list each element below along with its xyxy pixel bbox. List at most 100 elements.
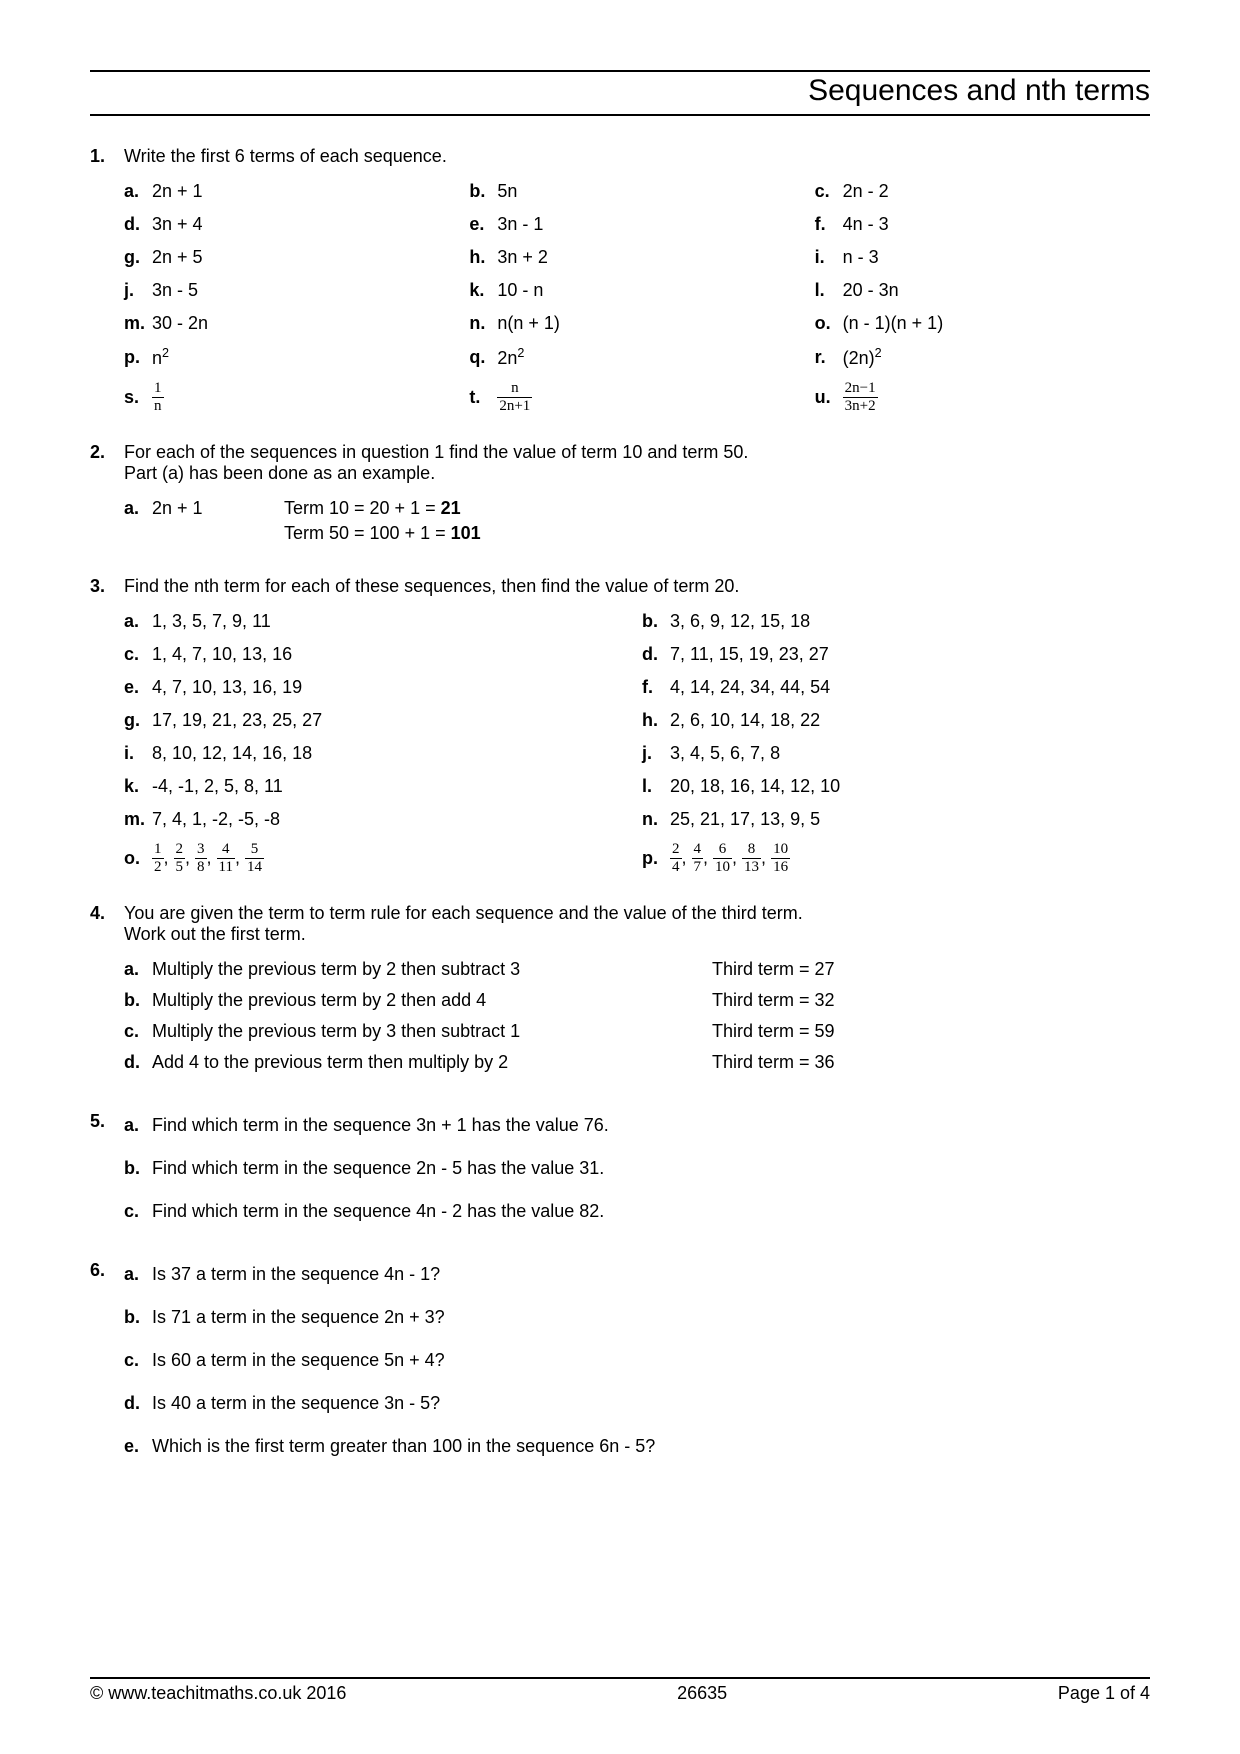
item-label: c. bbox=[124, 644, 152, 665]
item-expression: n - 3 bbox=[843, 247, 1150, 268]
list-item: c.Multiply the previous term by 3 then s… bbox=[124, 1021, 1150, 1042]
item-label: p. bbox=[642, 848, 670, 869]
item-expression: 2n−13n+2 bbox=[843, 381, 1150, 414]
item-label: h. bbox=[469, 247, 497, 268]
question-number: 4. bbox=[90, 903, 124, 1083]
question-prompt: Find the nth term for each of these sequ… bbox=[124, 576, 1150, 597]
item-label: h. bbox=[642, 710, 670, 731]
q2-example: a. 2n + 1 Term 10 = 20 + 1 = 21 Term 50 … bbox=[124, 498, 1150, 548]
question-6: 6. a.Is 37 a term in the sequence 4n - 1… bbox=[90, 1260, 1150, 1467]
list-item: e.4, 7, 10, 13, 16, 19 bbox=[124, 677, 632, 698]
item-expression: 12, 25, 38, 411, 514 bbox=[152, 842, 632, 875]
item-text: Find which term in the sequence 3n + 1 h… bbox=[152, 1115, 1150, 1136]
item-expression: 3, 6, 9, 12, 15, 18 bbox=[670, 611, 1150, 632]
question-number: 5. bbox=[90, 1111, 124, 1232]
item-expression: 30 - 2n bbox=[152, 313, 459, 334]
item-label: i. bbox=[815, 247, 843, 268]
item-expression: 1n bbox=[152, 381, 459, 414]
list-item: b.Is 71 a term in the sequence 2n + 3? bbox=[124, 1307, 1150, 1328]
list-item: o.(n - 1)(n + 1) bbox=[815, 313, 1150, 334]
item-expression: 3n - 5 bbox=[152, 280, 459, 301]
question-number: 6. bbox=[90, 1260, 124, 1467]
item-label: a. bbox=[124, 181, 152, 202]
item-label: f. bbox=[815, 214, 843, 235]
item-label: b. bbox=[124, 1158, 152, 1179]
item-expression: 1, 3, 5, 7, 9, 11 bbox=[152, 611, 632, 632]
item-expression: (n - 1)(n + 1) bbox=[843, 313, 1150, 334]
question-3: 3. Find the nth term for each of these s… bbox=[90, 576, 1150, 875]
example-line: Term 50 = 100 + 1 = 101 bbox=[284, 523, 481, 544]
item-label: e. bbox=[124, 1436, 152, 1457]
item-expression: n2 bbox=[152, 346, 459, 369]
item-label: l. bbox=[642, 776, 670, 797]
item-label: o. bbox=[815, 313, 843, 334]
list-item: n.n(n + 1) bbox=[469, 313, 804, 334]
item-label: e. bbox=[469, 214, 497, 235]
item-label: d. bbox=[124, 1052, 152, 1073]
list-item: i.n - 3 bbox=[815, 247, 1150, 268]
item-expression: 20, 18, 16, 14, 12, 10 bbox=[670, 776, 1150, 797]
item-expression: 25, 21, 17, 13, 9, 5 bbox=[670, 809, 1150, 830]
item-rule: Multiply the previous term by 3 then sub… bbox=[152, 1021, 712, 1042]
list-item: m.30 - 2n bbox=[124, 313, 459, 334]
item-label: t. bbox=[469, 387, 497, 408]
list-item: a.1, 3, 5, 7, 9, 11 bbox=[124, 611, 632, 632]
item-text: Find which term in the sequence 2n - 5 h… bbox=[152, 1158, 1150, 1179]
item-label: b. bbox=[469, 181, 497, 202]
item-label: j. bbox=[642, 743, 670, 764]
item-label: d. bbox=[124, 214, 152, 235]
item-expression: 3n + 2 bbox=[497, 247, 804, 268]
item-label: j. bbox=[124, 280, 152, 301]
question-number: 2. bbox=[90, 442, 124, 548]
item-label: d. bbox=[124, 1393, 152, 1414]
list-item: h.3n + 2 bbox=[469, 247, 804, 268]
item-label: c. bbox=[124, 1201, 152, 1222]
list-item: k.-4, -1, 2, 5, 8, 11 bbox=[124, 776, 632, 797]
item-expression: 2n + 5 bbox=[152, 247, 459, 268]
item-expression: 17, 19, 21, 23, 25, 27 bbox=[152, 710, 632, 731]
item-label: b. bbox=[642, 611, 670, 632]
item-label: a. bbox=[124, 498, 152, 548]
list-item: p.24, 47, 610, 813, 1016 bbox=[642, 842, 1150, 875]
item-label: s. bbox=[124, 387, 152, 408]
list-item: d.3n + 4 bbox=[124, 214, 459, 235]
list-item: d.Add 4 to the previous term then multip… bbox=[124, 1052, 1150, 1073]
item-label: c. bbox=[124, 1021, 152, 1042]
item-label: k. bbox=[124, 776, 152, 797]
item-value: Third term = 32 bbox=[712, 990, 1150, 1011]
list-item: g.2n + 5 bbox=[124, 247, 459, 268]
page-title: Sequences and nth terms bbox=[90, 70, 1150, 116]
item-label: a. bbox=[124, 1264, 152, 1285]
list-item: k.10 - n bbox=[469, 280, 804, 301]
list-item: f.4n - 3 bbox=[815, 214, 1150, 235]
item-label: r. bbox=[815, 347, 843, 368]
item-label: a. bbox=[124, 1115, 152, 1136]
list-item: d.Is 40 a term in the sequence 3n - 5? bbox=[124, 1393, 1150, 1414]
item-expression: 5n bbox=[497, 181, 804, 202]
question-prompt: Work out the first term. bbox=[124, 924, 1150, 945]
list-item: o.12, 25, 38, 411, 514 bbox=[124, 842, 632, 875]
question-2: 2. For each of the sequences in question… bbox=[90, 442, 1150, 548]
item-expression: 2n - 2 bbox=[843, 181, 1150, 202]
list-item: n.25, 21, 17, 13, 9, 5 bbox=[642, 809, 1150, 830]
list-item: f.4, 14, 24, 34, 44, 54 bbox=[642, 677, 1150, 698]
list-item: e.3n - 1 bbox=[469, 214, 804, 235]
item-text: Is 60 a term in the sequence 5n + 4? bbox=[152, 1350, 1150, 1371]
list-item: u.2n−13n+2 bbox=[815, 381, 1150, 414]
item-label: f. bbox=[642, 677, 670, 698]
item-expression: 3, 4, 5, 6, 7, 8 bbox=[670, 743, 1150, 764]
list-item: a.Multiply the previous term by 2 then s… bbox=[124, 959, 1150, 980]
list-item: i.8, 10, 12, 14, 16, 18 bbox=[124, 743, 632, 764]
item-value: Third term = 59 bbox=[712, 1021, 1150, 1042]
item-expression: 2n + 1 bbox=[152, 498, 203, 548]
item-label: c. bbox=[124, 1350, 152, 1371]
item-label: l. bbox=[815, 280, 843, 301]
item-expression: 7, 11, 15, 19, 23, 27 bbox=[670, 644, 1150, 665]
list-item: m.7, 4, 1, -2, -5, -8 bbox=[124, 809, 632, 830]
item-label: b. bbox=[124, 1307, 152, 1328]
footer-copyright: © www.teachitmaths.co.uk 2016 bbox=[90, 1683, 346, 1704]
item-label: e. bbox=[124, 677, 152, 698]
question-prompt: Part (a) has been done as an example. bbox=[124, 463, 1150, 484]
list-item: e.Which is the first term greater than 1… bbox=[124, 1436, 1150, 1457]
item-label: k. bbox=[469, 280, 497, 301]
